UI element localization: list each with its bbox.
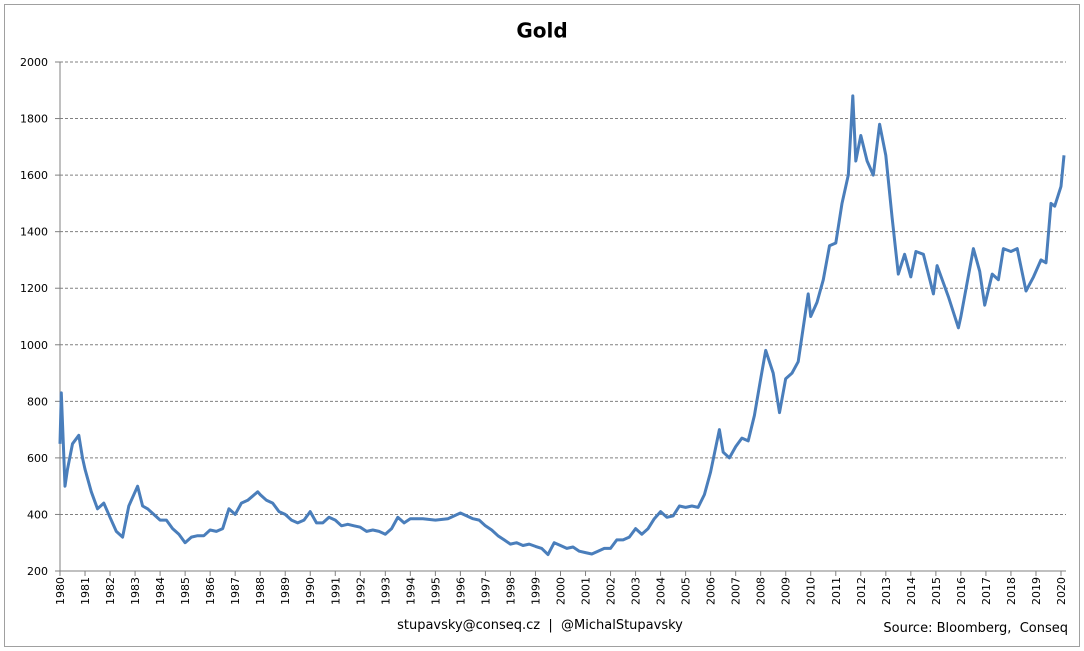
x-tick-label: 1993	[379, 577, 392, 605]
x-tick-label: 2004	[655, 577, 668, 605]
x-tick-label: 1994	[404, 577, 417, 605]
x-tick-label: 2009	[780, 577, 793, 605]
x-tick-label: 1997	[479, 577, 492, 605]
x-tick-label: 2006	[705, 577, 718, 605]
x-tick-label: 1987	[229, 577, 242, 605]
x-tick-label: 2020	[1055, 577, 1068, 605]
x-tick-label: 2017	[980, 577, 993, 605]
x-tick-label: 2016	[955, 577, 968, 605]
x-tick-label: 1996	[454, 577, 467, 605]
x-tick-label: 1995	[429, 577, 442, 605]
y-tick-label: 2000	[20, 56, 48, 69]
x-tick-label: 2015	[930, 577, 943, 605]
x-tick-label: 1983	[129, 577, 142, 605]
x-tick-label: 1999	[529, 577, 542, 605]
x-tick-label: 2011	[830, 577, 843, 605]
line	[58, 94, 1066, 557]
x-tick-label: 1989	[279, 577, 292, 605]
y-tick-label: 200	[27, 565, 48, 578]
x-tick-label: 2000	[554, 577, 567, 605]
x-tick-label: 1992	[354, 577, 367, 605]
chart-title: Gold	[516, 19, 567, 43]
y-tick-label: 1800	[20, 113, 48, 126]
x-tick-label: 1982	[104, 577, 117, 605]
x-tick-label: 2008	[755, 577, 768, 605]
x-tick-label: 2018	[1005, 577, 1018, 605]
x-tick-label: 2013	[880, 577, 893, 605]
y-tick-label: 400	[27, 508, 48, 521]
x-tick-label: 1986	[204, 577, 217, 605]
footer-left: stupavsky@conseq.cz | @MichalStupavsky	[397, 618, 683, 633]
y-tick-label: 800	[27, 395, 48, 408]
x-tick-label: 2007	[730, 577, 743, 605]
x-tick-label: 1991	[329, 577, 342, 605]
y-tick-label: 600	[27, 452, 48, 465]
x-tick-label: 1998	[504, 577, 517, 605]
x-tick-label: 2003	[630, 577, 643, 605]
x-tick-label: 2010	[805, 577, 818, 605]
x-tick-label: 1984	[154, 577, 167, 605]
x-tick-label: 2001	[580, 577, 593, 605]
x-tick-label: 1981	[79, 577, 92, 605]
y-tick-label: 1400	[20, 226, 48, 239]
x-tick-label: 1985	[179, 577, 192, 605]
y-tick-label: 1000	[20, 339, 48, 352]
y-tick-label: 1600	[20, 169, 48, 182]
x-tick-label: 2014	[905, 577, 918, 605]
x-tick-label: 2002	[605, 577, 618, 605]
x-tick-label: 2005	[680, 577, 693, 605]
x-tick-label: 1980	[54, 577, 67, 605]
x-tick-label: 2019	[1030, 577, 1043, 605]
x-tick-label: 1990	[304, 577, 317, 605]
x-tick-label: 1988	[254, 577, 267, 605]
x-tick-label: 2012	[855, 577, 868, 605]
footer-right: Source: Bloomberg, Conseq	[883, 621, 1068, 636]
y-tick-label: 1200	[20, 282, 48, 295]
